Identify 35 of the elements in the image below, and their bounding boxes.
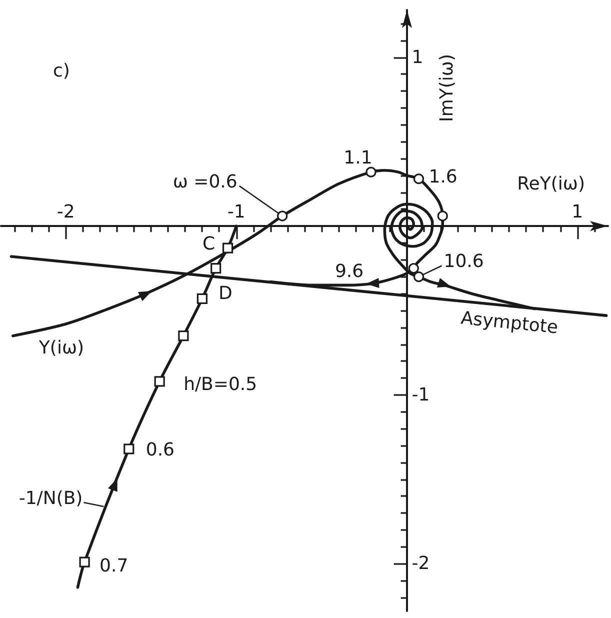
y-tick-label: -1	[412, 384, 430, 406]
annotation: 1.1	[344, 148, 372, 169]
point	[408, 262, 419, 274]
x-tick-label: -2	[56, 202, 75, 223]
annotation: C	[202, 234, 216, 255]
point	[437, 210, 448, 222]
point	[210, 262, 222, 274]
series-label: Y(iω)	[38, 337, 84, 358]
point	[366, 166, 376, 178]
annotation: 9.6	[334, 260, 364, 282]
point	[154, 376, 165, 387]
annotation: 10.6	[444, 251, 484, 272]
x-tick-label: 1	[572, 202, 584, 223]
annotation: 0.6	[146, 439, 175, 460]
x-tick-label: -1	[227, 202, 246, 223]
text: Asymptote	[460, 308, 559, 338]
y-tick-label: 1	[412, 46, 424, 68]
point	[413, 271, 424, 282]
point	[413, 174, 424, 184]
legend-label: -1/N(B)	[18, 488, 83, 509]
point	[178, 330, 189, 342]
y-tick-label: -2	[412, 553, 430, 574]
x-axis-title: ReY(iω)	[517, 174, 585, 195]
point	[124, 444, 134, 454]
y-axis-title: ImY(iω)	[436, 54, 458, 122]
annotation: h/B=0.5	[184, 374, 258, 395]
point	[222, 242, 234, 254]
annotation: D	[218, 283, 232, 304]
annotation: ω =0.6	[172, 171, 238, 192]
point	[79, 556, 90, 568]
annotation: 1.6	[428, 166, 458, 188]
text: c)	[53, 60, 70, 82]
annotation: 0.7	[100, 556, 128, 577]
point	[277, 210, 288, 222]
point	[196, 293, 208, 304]
